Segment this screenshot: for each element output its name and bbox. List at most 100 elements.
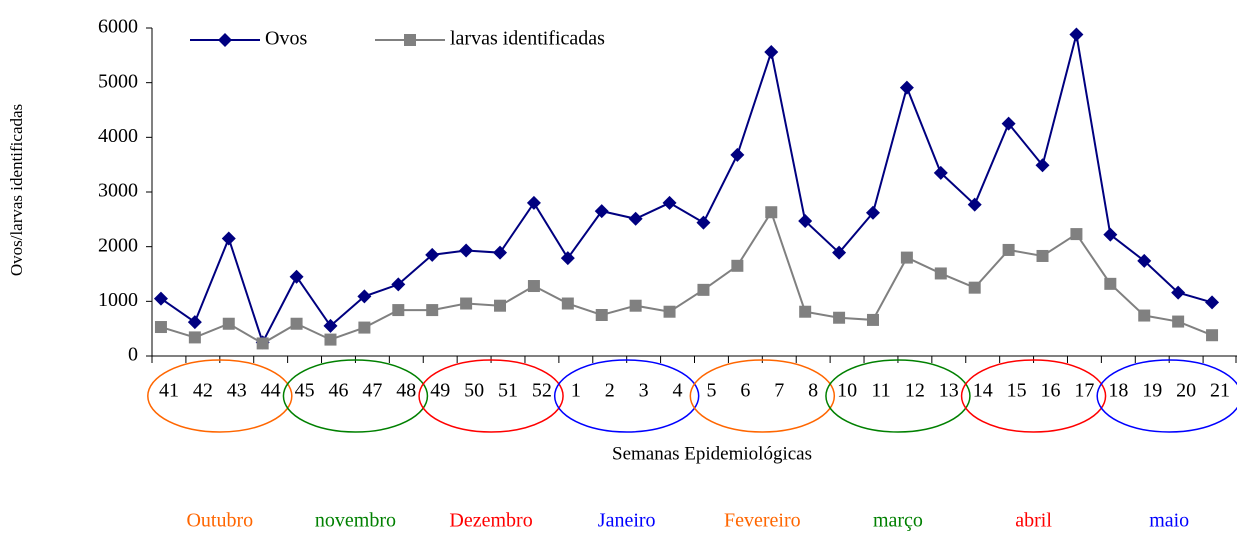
point (391, 277, 406, 292)
y-tick-label: 1000 (98, 289, 138, 311)
x-tick-label: 11 (871, 380, 890, 402)
y-tick-label: 3000 (98, 180, 138, 202)
point (494, 299, 507, 312)
y-tick-label: 2000 (98, 234, 138, 256)
x-tick-label: 51 (498, 380, 518, 402)
month-ellipse (960, 359, 1107, 433)
point (866, 313, 879, 326)
point (933, 165, 948, 180)
point (560, 251, 575, 266)
legend-label: Ovos (265, 28, 307, 50)
point (663, 305, 676, 318)
month-label: Outubro (186, 510, 253, 532)
legend-marker (218, 33, 232, 47)
point (899, 80, 914, 95)
y-tick-label: 5000 (98, 70, 138, 92)
month-label: novembro (315, 510, 396, 532)
month-ellipse (553, 359, 700, 433)
x-tick-label: 13 (939, 380, 959, 402)
x-tick-label: 19 (1142, 380, 1162, 402)
x-tick-label: 3 (639, 380, 649, 402)
month-label: abril (1015, 510, 1052, 532)
x-tick-label: 15 (1007, 380, 1027, 402)
x-tick-label: 44 (261, 380, 281, 402)
y-tick-label: 6000 (98, 16, 138, 38)
legend-label: larvas identificadas (450, 28, 605, 50)
point (934, 267, 947, 280)
point (493, 245, 508, 260)
month-label: Fevereiro (724, 510, 801, 532)
point (221, 231, 236, 246)
point (900, 251, 913, 264)
x-axis-title: Semanas Epidemiológicas (612, 443, 812, 464)
point (1172, 315, 1185, 328)
point (967, 197, 982, 212)
point (222, 317, 235, 330)
point (459, 243, 474, 258)
point (594, 204, 609, 219)
point (527, 280, 540, 293)
x-tick-label: 2 (605, 380, 615, 402)
point (1138, 309, 1151, 322)
point (764, 45, 779, 60)
x-tick-label: 12 (905, 380, 925, 402)
x-tick-label: 18 (1108, 380, 1128, 402)
point (629, 299, 642, 312)
series-line (160, 209, 1213, 345)
point (1001, 116, 1016, 131)
point (730, 147, 745, 162)
x-tick-label: 14 (973, 380, 993, 402)
x-tick-label: 5 (706, 380, 716, 402)
point (324, 333, 337, 346)
x-tick-label: 45 (295, 380, 315, 402)
point (154, 321, 167, 334)
month-label: Janeiro (598, 510, 656, 532)
x-tick-label: 52 (532, 380, 552, 402)
month-ellipse (1096, 359, 1237, 433)
x-tick-label: 50 (464, 380, 484, 402)
x-tick-label: 8 (808, 380, 818, 402)
x-tick-label: 10 (837, 380, 857, 402)
y-tick-label: 4000 (98, 125, 138, 147)
point (188, 331, 201, 344)
month-ellipse (418, 359, 564, 433)
month-ellipse (689, 359, 836, 433)
point (425, 247, 440, 262)
point (799, 305, 812, 318)
series-line (160, 34, 1213, 345)
x-tick-label: 47 (362, 380, 382, 402)
x-tick-label: 43 (227, 380, 247, 402)
point (865, 205, 880, 220)
x-tick-label: 49 (430, 380, 450, 402)
legend-marker (404, 34, 416, 46)
x-tick-label: 46 (328, 380, 348, 402)
x-tick-label: 7 (774, 380, 784, 402)
point (832, 245, 847, 260)
point (1070, 228, 1083, 241)
point (1104, 277, 1117, 290)
month-label: maio (1149, 510, 1189, 532)
point (561, 297, 574, 310)
point (323, 318, 338, 333)
x-tick-label: 17 (1074, 380, 1094, 402)
month-ellipse (147, 359, 293, 433)
point (357, 289, 372, 304)
y-tick-label: 0 (128, 344, 138, 366)
point (1137, 253, 1152, 268)
x-tick-label: 6 (740, 380, 750, 402)
x-tick-label: 21 (1210, 380, 1230, 402)
point (628, 211, 643, 226)
point (256, 337, 269, 350)
point (290, 317, 303, 330)
month-ellipse (282, 359, 429, 433)
point (392, 304, 405, 317)
point (526, 195, 541, 210)
point (1069, 27, 1084, 42)
point (1036, 249, 1049, 262)
point (697, 283, 710, 296)
point (1171, 285, 1186, 300)
point (662, 195, 677, 210)
point (1103, 227, 1118, 242)
point (460, 297, 473, 310)
